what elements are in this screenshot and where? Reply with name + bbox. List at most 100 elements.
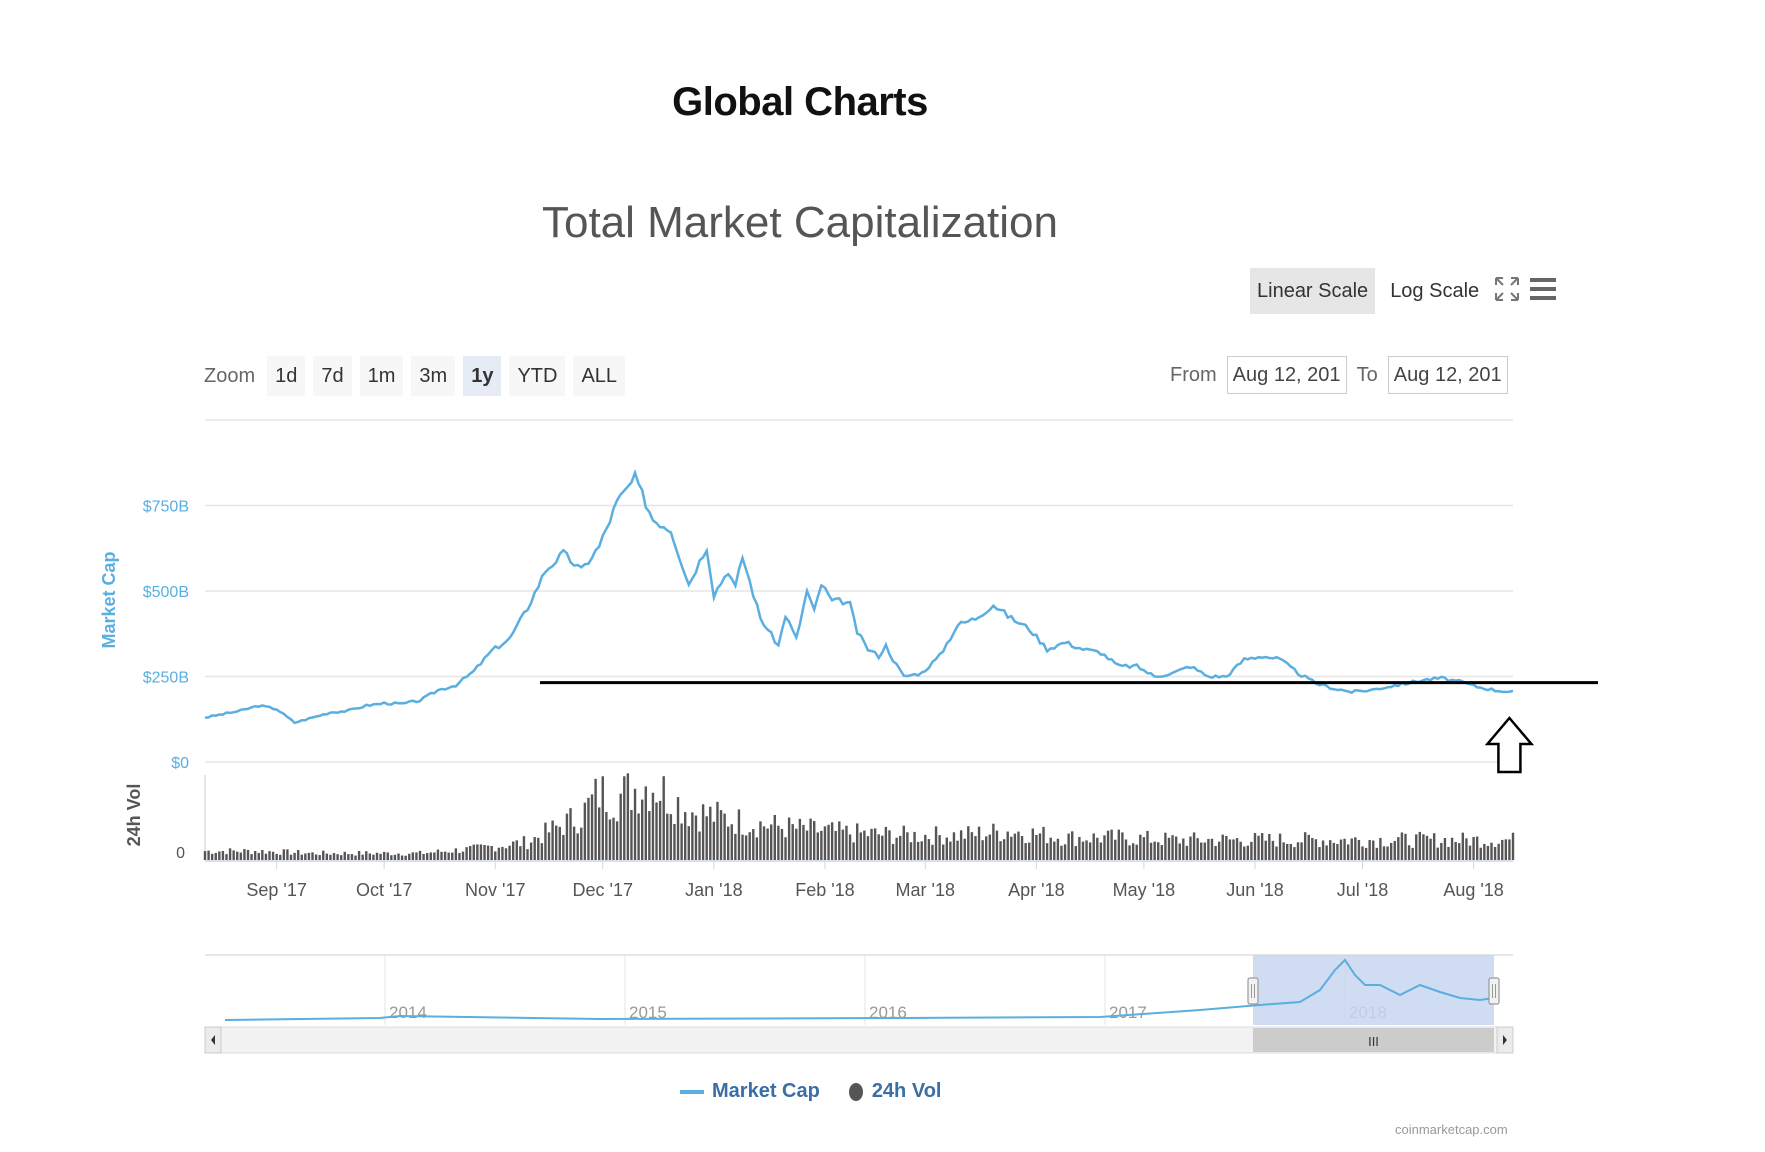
to-date-input[interactable] — [1387, 356, 1508, 394]
volume-bar — [1303, 832, 1307, 860]
navigator-handle-left — [1247, 977, 1259, 1005]
volume-bar — [884, 826, 888, 860]
volume-bar — [873, 828, 877, 860]
menu-icon[interactable] — [1528, 276, 1558, 307]
x-tick-label: Jan '18 — [685, 880, 742, 900]
volume-bar — [1013, 833, 1017, 860]
navigator[interactable]: 20142015201620172018III — [204, 954, 1514, 1054]
volume-bar — [877, 834, 880, 860]
series-lines — [204, 468, 1514, 725]
volume-bar — [759, 821, 762, 860]
volume-bar — [275, 853, 278, 860]
volume-bar — [848, 834, 852, 860]
volume-bar — [1429, 838, 1432, 860]
volume-bar — [1325, 845, 1328, 860]
volume-bar — [271, 851, 275, 860]
volume-bar — [218, 851, 221, 860]
zoom-3m-button[interactable]: 3m — [411, 356, 456, 396]
x-tick-label: Aug '18 — [1443, 880, 1504, 900]
volume-bar — [1293, 847, 1296, 860]
fullscreen-icon[interactable] — [1494, 276, 1520, 307]
volume-bar — [1486, 845, 1490, 860]
volume-bar — [580, 827, 583, 860]
volume-bar — [1103, 835, 1106, 860]
volume-bar — [852, 842, 855, 860]
from-date-input[interactable] — [1226, 356, 1347, 394]
zoom-ytd-button[interactable]: YTD — [509, 356, 566, 396]
volume-bar — [558, 826, 561, 860]
date-range: From To — [1170, 356, 1508, 394]
volume-bar — [307, 852, 311, 860]
log-scale-button[interactable]: Log Scale — [1383, 268, 1486, 314]
volume-bar — [1006, 831, 1009, 860]
legend: Market Cap 24h Vol — [680, 1080, 941, 1103]
volume-bar — [511, 841, 515, 860]
volume-bar — [440, 851, 443, 860]
linear-scale-button[interactable]: Linear Scale — [1250, 268, 1376, 314]
zoom-7d-button[interactable]: 7d — [313, 356, 352, 396]
volume-bar — [429, 852, 432, 860]
volume-bar — [755, 837, 759, 860]
volume-bar — [1264, 840, 1267, 860]
scrollbar-grip: III — [1368, 1034, 1379, 1049]
volume-bar — [1217, 841, 1221, 860]
zoom-1m-button[interactable]: 1m — [359, 356, 404, 396]
scale-toolbar: Linear Scale Log Scale — [1250, 268, 1558, 314]
volume-bar — [870, 828, 873, 860]
volume-bar — [594, 778, 597, 860]
volume-bar — [1286, 843, 1289, 860]
volume-bar — [314, 854, 318, 860]
zoom-1d-button[interactable]: 1d — [267, 356, 306, 396]
volume-bar — [1418, 831, 1422, 860]
volume-bar — [988, 834, 991, 860]
volume-bar — [709, 806, 712, 860]
volume-bar — [712, 821, 716, 860]
navigator-handle-right — [1488, 977, 1500, 1005]
x-tick-label: Dec '17 — [573, 880, 633, 900]
volume-bar — [963, 838, 966, 860]
volume-bar — [393, 854, 397, 860]
volume-bar — [1339, 839, 1343, 860]
volume-bar — [863, 830, 866, 860]
volume-bar — [891, 843, 895, 860]
volume-bar — [565, 813, 569, 860]
volume-bar — [970, 832, 974, 860]
volume-bar — [264, 853, 268, 860]
volume-bar — [673, 823, 676, 860]
volume-bar — [300, 854, 303, 860]
volume-bar — [888, 830, 891, 860]
volume-bar — [1031, 828, 1035, 860]
volume-bar — [741, 834, 744, 860]
volume-bar — [1257, 835, 1260, 860]
zoom-1y-button[interactable]: 1y — [463, 356, 502, 396]
volume-bar — [203, 851, 207, 860]
volume-bar — [522, 836, 526, 860]
volume-bar — [339, 855, 343, 860]
volume-bar — [1053, 841, 1056, 860]
volume-bar — [415, 852, 418, 860]
volume-bar — [949, 841, 952, 860]
volume-bar — [1167, 837, 1171, 860]
legend-24h-vol[interactable]: 24h Vol — [848, 1080, 941, 1103]
volume-bar — [1106, 830, 1110, 860]
zoom-all-button[interactable]: ALL — [573, 356, 626, 396]
volume-bar — [1182, 838, 1185, 860]
volume-bar — [246, 849, 250, 860]
volume-bar — [569, 808, 572, 860]
volume-bar — [382, 851, 386, 860]
volume-bar — [1235, 838, 1239, 860]
volume-bar — [368, 853, 372, 860]
volume-bar — [540, 843, 544, 860]
volume-bar — [676, 797, 680, 860]
volume-bar — [744, 835, 748, 860]
legend-market-cap[interactable]: Market Cap — [680, 1080, 820, 1103]
volume-bar — [1357, 840, 1361, 860]
volume-bar — [526, 849, 529, 860]
volume-bar — [411, 852, 415, 860]
volume-bar — [257, 852, 260, 860]
zoom-label: Zoom — [204, 364, 256, 387]
volume-bar — [640, 799, 644, 860]
volume-bar — [608, 819, 612, 860]
x-axis: Sep '17 Oct '17 Nov '17 Dec '17 Jan '18 Feb '… — [205, 860, 1513, 900]
navigator-year-label: 2016 — [869, 1003, 907, 1022]
